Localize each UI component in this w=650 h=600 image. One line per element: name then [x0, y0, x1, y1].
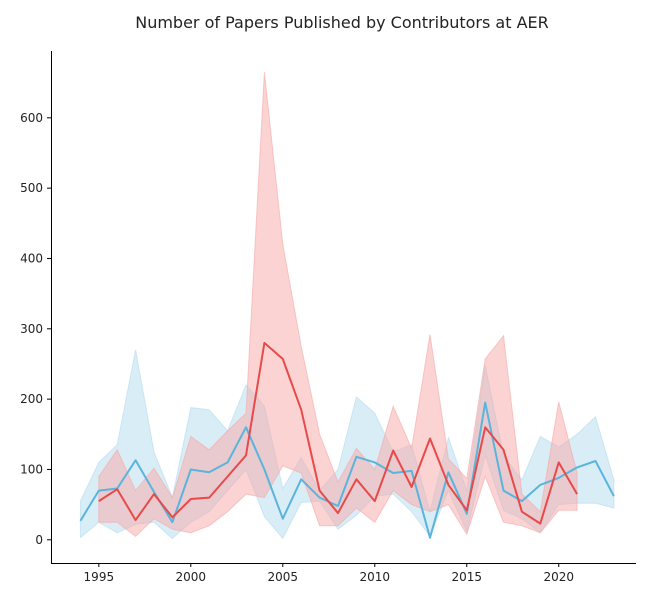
y-tick-label: 500 [20, 181, 43, 195]
y-tick-label: 200 [20, 392, 43, 406]
x-tick-label: 2010 [360, 570, 391, 584]
y-tick-label: 400 [20, 251, 43, 265]
x-ticks: 1995 2000 2005 2010 2015 2020 [84, 563, 574, 584]
y-tick-label: 0 [35, 533, 43, 547]
y-tick-label: 600 [20, 111, 43, 125]
series-lines [79, 341, 615, 539]
chart-title: Number of Papers Published by Contributo… [135, 13, 549, 32]
y-tick-label: 100 [20, 462, 43, 476]
x-tick-label: 2015 [451, 570, 482, 584]
y-tick-label: 300 [20, 322, 43, 336]
x-tick-label: 1995 [84, 570, 115, 584]
x-tick-label: 2020 [543, 570, 574, 584]
confidence-band-0 [98, 72, 578, 537]
axes [51, 51, 636, 564]
confidence-bands [79, 72, 615, 540]
x-tick-label: 2000 [176, 570, 207, 584]
series-line-1 [79, 401, 615, 539]
series-line-0 [98, 341, 578, 525]
y-ticks: 0 100 200 300 400 500 600 [20, 111, 51, 547]
x-tick-label: 2005 [268, 570, 299, 584]
